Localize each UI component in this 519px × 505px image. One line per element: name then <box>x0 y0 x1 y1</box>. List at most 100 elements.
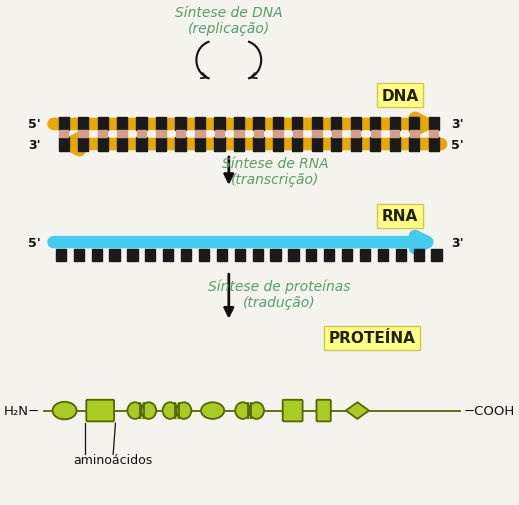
Text: 5': 5' <box>28 118 41 131</box>
Bar <box>195 118 205 131</box>
Text: PROTEÍNA: PROTEÍNA <box>329 330 416 345</box>
Bar <box>409 138 419 152</box>
Bar <box>215 131 224 138</box>
Ellipse shape <box>128 402 142 419</box>
Text: 5': 5' <box>452 138 464 151</box>
Bar <box>195 138 205 152</box>
Bar <box>312 138 322 152</box>
Bar <box>370 138 380 152</box>
Bar <box>331 118 342 131</box>
Bar <box>136 118 147 131</box>
Bar <box>98 118 108 131</box>
Polygon shape <box>346 402 369 419</box>
Bar <box>235 131 243 138</box>
Bar <box>306 249 317 262</box>
Bar <box>74 249 84 262</box>
Bar <box>351 118 361 131</box>
Text: Síntese de proteínas
(tradução): Síntese de proteínas (tradução) <box>209 278 351 309</box>
Bar <box>342 249 352 262</box>
Bar <box>140 403 144 418</box>
Bar <box>253 138 264 152</box>
Bar <box>176 131 185 138</box>
Ellipse shape <box>176 402 192 419</box>
Bar <box>235 249 245 262</box>
Bar <box>247 403 252 418</box>
Bar <box>395 249 406 262</box>
Ellipse shape <box>201 402 224 419</box>
Ellipse shape <box>235 402 250 419</box>
Text: H₂N−: H₂N− <box>4 405 40 417</box>
Bar <box>234 138 244 152</box>
Bar <box>117 131 127 138</box>
Bar <box>431 249 442 262</box>
Bar <box>429 131 439 138</box>
Bar <box>156 138 166 152</box>
Bar <box>331 138 342 152</box>
Text: 3': 3' <box>28 138 41 151</box>
Bar <box>409 131 419 138</box>
FancyBboxPatch shape <box>283 400 303 422</box>
Bar <box>59 138 69 152</box>
Text: 3': 3' <box>452 118 464 131</box>
Bar <box>78 131 88 138</box>
Bar <box>199 249 209 262</box>
Bar <box>110 249 119 262</box>
Bar <box>156 118 166 131</box>
Bar <box>429 138 439 152</box>
Bar <box>117 138 127 152</box>
Bar <box>390 118 400 131</box>
Bar <box>292 138 303 152</box>
Bar <box>414 249 424 262</box>
Bar <box>78 118 88 131</box>
Bar <box>390 138 400 152</box>
Bar <box>253 249 263 262</box>
Bar <box>59 131 69 138</box>
Ellipse shape <box>249 402 264 419</box>
Bar <box>214 138 225 152</box>
Ellipse shape <box>162 402 177 419</box>
Text: 3': 3' <box>452 236 464 249</box>
Text: RNA: RNA <box>382 209 418 224</box>
Text: −COOH: −COOH <box>464 405 515 417</box>
Bar <box>234 118 244 131</box>
Bar <box>360 249 370 262</box>
Bar <box>91 249 102 262</box>
Bar <box>163 249 173 262</box>
Ellipse shape <box>141 402 156 419</box>
Bar <box>351 131 361 138</box>
Bar <box>78 138 88 152</box>
Text: 5': 5' <box>28 236 41 249</box>
Text: DNA: DNA <box>381 88 418 104</box>
Bar <box>145 249 155 262</box>
Bar <box>289 249 298 262</box>
Bar <box>292 118 303 131</box>
Bar <box>181 249 191 262</box>
Bar <box>332 131 341 138</box>
Bar <box>409 118 419 131</box>
Bar <box>274 131 282 138</box>
Bar <box>195 131 204 138</box>
Bar <box>214 118 225 131</box>
Bar <box>273 138 283 152</box>
Bar <box>175 138 186 152</box>
Bar <box>59 118 69 131</box>
Bar <box>98 131 107 138</box>
Bar <box>175 118 186 131</box>
Bar <box>117 118 127 131</box>
Text: aminoácidos: aminoácidos <box>74 453 153 466</box>
Bar <box>429 118 439 131</box>
Bar <box>312 118 322 131</box>
Bar <box>370 118 380 131</box>
Bar <box>378 249 388 262</box>
Text: Síntese de DNA
(replicação): Síntese de DNA (replicação) <box>175 6 283 36</box>
Bar <box>273 118 283 131</box>
Bar <box>351 138 361 152</box>
Bar <box>324 249 334 262</box>
Bar <box>390 131 400 138</box>
FancyBboxPatch shape <box>86 400 114 422</box>
Bar <box>254 131 263 138</box>
Bar <box>270 249 281 262</box>
FancyBboxPatch shape <box>317 400 331 422</box>
Bar <box>156 131 166 138</box>
Bar <box>217 249 227 262</box>
